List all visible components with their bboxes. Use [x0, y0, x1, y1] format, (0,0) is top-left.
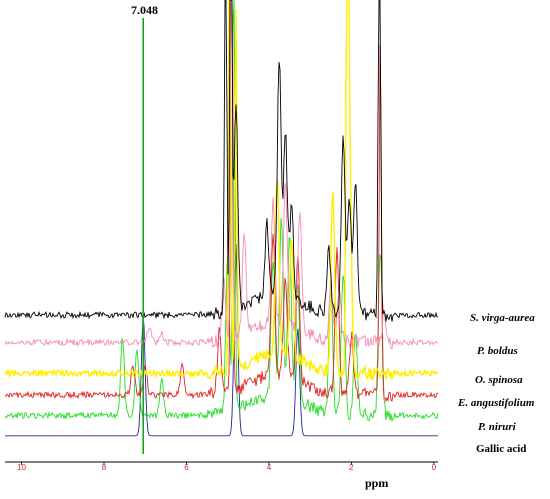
spectrum-traces	[4, 0, 439, 454]
spectrum-o-spinosa	[4, 0, 439, 381]
legend-label-o-spinosa: O. spinosa	[475, 374, 523, 386]
spectrum-s-virga-aurea	[4, 0, 439, 322]
spectrum-p-boldus	[4, 0, 439, 350]
legend-label-e-angustifolium: E. angustifolium	[457, 397, 535, 409]
x-tick-label: 8	[102, 463, 107, 472]
x-axis-ticks: 10 8 6 4 2 0	[17, 462, 437, 472]
spectrum-p-niruri	[4, 0, 439, 422]
x-tick-label: 0	[432, 463, 437, 472]
legend-label-s-virga-aurea: S. virga-aurea	[470, 312, 535, 324]
legend-label-p-boldus: P. boldus	[477, 345, 518, 357]
spectrum-gallic-acid	[5, 243, 438, 437]
x-axis-label: ppm	[365, 476, 388, 490]
spectrum-e-angustifolium	[4, 0, 439, 403]
x-tick-label: 4	[267, 463, 272, 472]
x-tick-label: 2	[349, 463, 354, 472]
x-tick-label: 6	[184, 463, 189, 472]
peak-annotation-7048: 7.048	[131, 3, 158, 17]
legend-label-gallic-acid: Gallic acid	[476, 443, 526, 455]
legend: S. virga-aurea P. boldus O. spinosa E. angu…	[457, 312, 535, 455]
legend-label-p-niruri: P. niruri	[478, 421, 517, 433]
x-tick-label: 10	[17, 463, 26, 472]
